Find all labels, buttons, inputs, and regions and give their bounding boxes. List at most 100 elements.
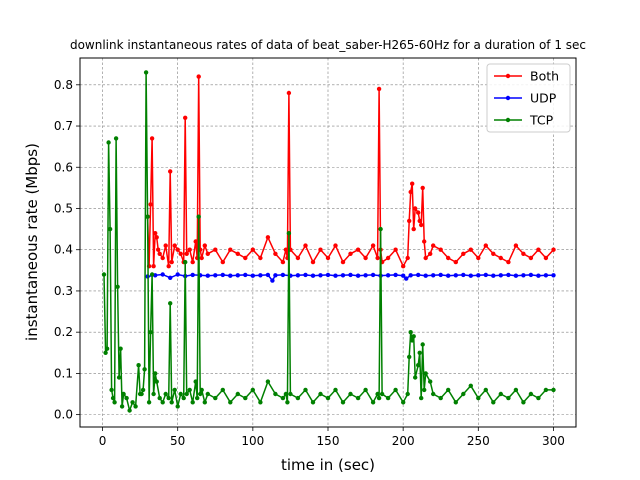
data-point-tcp	[166, 395, 171, 401]
data-point-tcp	[401, 400, 406, 405]
data-point-tcp	[310, 400, 316, 405]
data-point-tcp	[235, 391, 240, 397]
data-point-both	[280, 259, 286, 265]
data-point-tcp	[195, 395, 200, 401]
data-point-tcp	[423, 371, 428, 376]
data-point-tcp	[119, 404, 125, 409]
data-point-udp	[404, 276, 409, 281]
data-point-tcp	[528, 391, 534, 397]
data-point-udp	[258, 273, 263, 278]
data-point-tcp	[506, 395, 511, 401]
data-point-tcp	[348, 391, 353, 397]
data-point-tcp	[116, 375, 122, 380]
data-point-udp	[468, 273, 473, 278]
data-point-both	[483, 243, 488, 248]
data-point-tcp	[295, 395, 301, 401]
data-point-both	[543, 255, 549, 261]
data-point-tcp	[273, 391, 278, 397]
data-point-tcp	[378, 226, 383, 232]
data-point-both	[160, 255, 165, 261]
y-tick-label: 0.2	[54, 325, 73, 339]
data-point-udp	[270, 278, 275, 283]
data-point-tcp	[146, 400, 152, 405]
data-point-udp	[318, 273, 323, 278]
data-point-tcp	[413, 375, 418, 380]
data-point-both	[213, 247, 218, 252]
data-point-tcp	[199, 387, 204, 393]
y-tick-label: 0.6	[54, 160, 73, 174]
data-point-both	[175, 247, 180, 252]
data-point-tcp	[521, 400, 526, 405]
data-point-tcp	[163, 391, 168, 397]
data-point-both	[446, 255, 451, 261]
data-point-tcp	[140, 387, 146, 393]
series-both	[145, 74, 556, 269]
data-point-udp	[461, 272, 466, 278]
data-point-tcp	[476, 395, 481, 401]
data-point-both	[220, 259, 225, 265]
data-point-tcp	[498, 391, 503, 397]
data-point-tcp	[551, 387, 556, 393]
data-point-udp	[438, 272, 443, 278]
data-point-both	[413, 206, 418, 211]
data-point-tcp	[461, 391, 466, 397]
data-point-tcp	[160, 400, 165, 405]
data-point-both	[536, 247, 541, 252]
x-axis-label: time in (sec)	[281, 456, 375, 474]
data-point-tcp	[385, 395, 391, 401]
data-point-both	[376, 86, 382, 92]
data-point-both	[196, 74, 201, 79]
data-point-udp	[528, 272, 534, 278]
data-point-both	[340, 259, 346, 265]
y-axis-label: instantaneous rate (Mbps)	[23, 143, 41, 341]
data-point-tcp	[127, 408, 132, 413]
data-point-tcp	[213, 395, 218, 401]
data-point-tcp	[536, 395, 541, 401]
data-point-both	[154, 235, 159, 240]
data-point-udp	[431, 273, 436, 278]
data-point-both	[528, 255, 534, 261]
data-point-udp	[348, 272, 353, 278]
data-point-tcp	[355, 395, 361, 401]
data-point-both	[258, 255, 263, 261]
data-point-both	[370, 243, 376, 248]
legend-label-both: Both	[530, 69, 559, 84]
data-point-tcp	[181, 395, 186, 401]
data-point-both	[295, 255, 301, 261]
data-point-udp	[370, 272, 376, 278]
data-point-both	[551, 247, 556, 252]
data-point-tcp	[115, 284, 120, 289]
data-point-both	[393, 247, 398, 252]
data-point-both	[183, 115, 188, 121]
data-point-both	[348, 251, 353, 256]
data-point-both	[417, 218, 422, 224]
legend-marker-tcp	[505, 117, 511, 123]
data-point-tcp	[410, 338, 415, 343]
data-point-udp	[401, 273, 406, 278]
data-point-tcp	[118, 346, 123, 351]
data-point-both	[228, 247, 233, 252]
data-point-tcp	[363, 387, 368, 393]
data-point-tcp	[184, 391, 189, 397]
data-point-tcp	[340, 400, 346, 405]
data-point-tcp	[107, 226, 113, 232]
legend-label-udp: UDP	[530, 91, 557, 106]
data-point-tcp	[422, 387, 427, 393]
data-point-tcp	[325, 395, 331, 401]
y-tick-label: 0.8	[54, 78, 73, 92]
data-point-tcp	[379, 391, 385, 397]
data-point-both	[303, 243, 308, 248]
data-point-both	[428, 251, 433, 256]
data-point-udp	[175, 272, 180, 277]
ticks: 0 50 100 150 200 250 300 0.0 0.1 0.2 0.3 0.4 0.5 0.6 0…	[54, 78, 565, 448]
data-point-tcp	[333, 387, 338, 393]
data-point-tcp	[175, 404, 180, 409]
data-point-udp	[393, 272, 398, 278]
chart-title: downlink instantaneous rates of data of …	[70, 38, 586, 52]
data-point-udp	[265, 272, 271, 278]
data-point-tcp	[151, 391, 156, 397]
data-point-both	[172, 243, 177, 248]
data-point-tcp	[250, 387, 255, 393]
x-tick-label: 0	[99, 434, 107, 448]
data-point-both	[310, 259, 316, 265]
